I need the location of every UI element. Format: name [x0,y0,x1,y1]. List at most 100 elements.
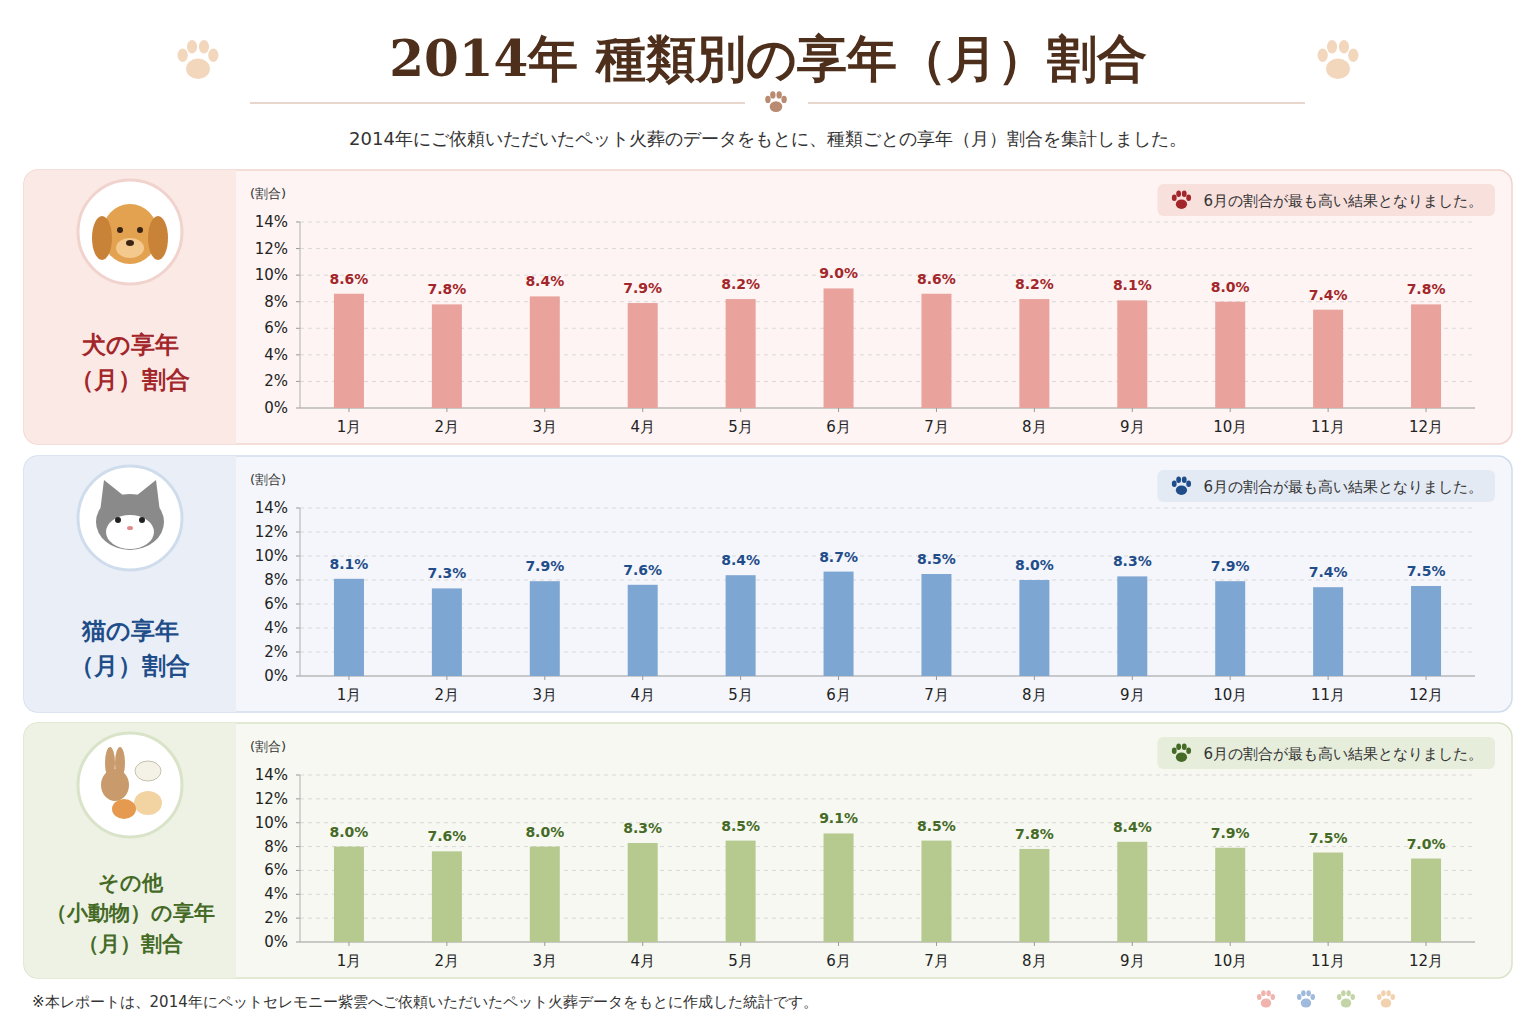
grid-line [300,354,1475,355]
bar [530,847,560,942]
grid-line [300,222,1475,223]
paw-pad [770,101,783,112]
y-axis [300,222,301,408]
paw-toe [765,96,770,103]
paw-toe [776,91,781,98]
bar [1411,304,1441,408]
grid-line [300,604,1475,605]
x-tick [936,942,937,946]
paw-pad [1176,199,1187,209]
paw-pad [1381,999,1392,1008]
category-label: 9月 [1120,686,1145,704]
grid-line [300,894,1475,895]
cat-nose [127,526,133,530]
icon-circle [78,733,182,837]
grid-line [300,822,1475,823]
paw-icon [1172,191,1191,209]
panel-title-line: （月）割合 [70,365,190,394]
hamster [134,791,162,815]
grid-line [300,248,1475,249]
bar [1313,587,1343,676]
bar [1117,300,1147,408]
bar [726,299,756,408]
bar [1313,310,1343,408]
paw-toe [199,40,209,54]
paw-toe [1351,994,1356,1000]
category-label: 6月 [826,952,851,970]
paw-toe [1172,748,1177,754]
category-label: 9月 [1120,952,1145,970]
grid-line [300,846,1475,847]
bar [628,843,658,942]
data-label: 9.0% [819,265,858,281]
data-label: 7.4% [1309,564,1348,580]
x-tick [642,676,643,680]
x-tick [1132,942,1133,946]
chart-panel: その他（小動物）の享年（月）割合(割合)0%2%4%6%8%10%12%14%8… [24,723,1512,978]
tick-mark [296,532,300,533]
axis-title: (割合) [250,186,286,201]
tick-mark [296,508,300,509]
panel-title: 猫の享年（月）割合 [70,616,190,680]
bar [530,581,560,676]
background [0,0,1536,1024]
x-tick [1132,408,1133,412]
bar [432,851,462,942]
panel-title-line: 犬の享年 [81,330,179,359]
tick-label: 0% [264,933,288,951]
panel-frame [24,456,1512,712]
annotation-text: 6月の割合が最も高い結果となりました。 [1203,192,1483,210]
category-label: 11月 [1311,686,1345,704]
panel-frame [24,170,1512,444]
data-label: 8.0% [525,824,564,840]
data-label: 7.9% [525,558,564,574]
panel-title-line: （月）割合 [78,931,183,956]
x-tick [740,408,741,412]
data-label: 8.0% [1015,557,1054,573]
paw-toe [1186,481,1191,487]
paw-toe [1346,990,1351,996]
annotation-text: 6月の割合が最も高い結果となりました。 [1203,478,1483,496]
paw-toe [1337,994,1342,1000]
paw-toe [1377,994,1382,1000]
dog-muzzle [116,238,144,258]
axis-title: (割合) [250,739,286,754]
x-tick [1230,942,1231,946]
bar [726,841,756,942]
paw-icon [1172,477,1191,495]
paw-toe [1391,994,1396,1000]
dog-eye [137,227,143,233]
data-label: 8.5% [721,818,760,834]
tick-mark [296,942,300,943]
paw-toe [1339,40,1349,54]
category-label: 6月 [826,418,851,436]
data-label: 8.4% [1113,819,1152,835]
x-tick [1230,408,1231,412]
data-label: 9.1% [819,810,858,826]
category-label: 8月 [1022,686,1047,704]
y-axis [300,508,301,676]
category-label: 11月 [1311,418,1345,436]
paw-pad [1176,485,1187,495]
tick-label: 8% [264,838,288,856]
x-axis [300,942,1475,943]
page-title: 2014年 種類別の享年（月）割合 [389,29,1147,88]
category-label: 3月 [533,418,558,436]
paw-toe [1348,48,1358,62]
divider [808,103,1305,104]
tick-label: 2% [264,643,288,661]
bar [1019,580,1049,676]
paw-icon [1172,744,1191,762]
data-label: 7.8% [1015,826,1054,842]
bar [1411,859,1441,943]
category-label: 7月 [924,952,949,970]
tick-label: 4% [264,346,288,364]
grid-line [300,775,1475,776]
category-label: 2月 [435,952,460,970]
annotation: 6月の割合が最も高い結果となりました。 [1157,470,1495,502]
category-label: 4月 [630,952,655,970]
paw-toe [1182,191,1187,197]
data-label: 8.6% [330,271,369,287]
paw-icon [1377,990,1395,1007]
cat-face [106,515,154,549]
